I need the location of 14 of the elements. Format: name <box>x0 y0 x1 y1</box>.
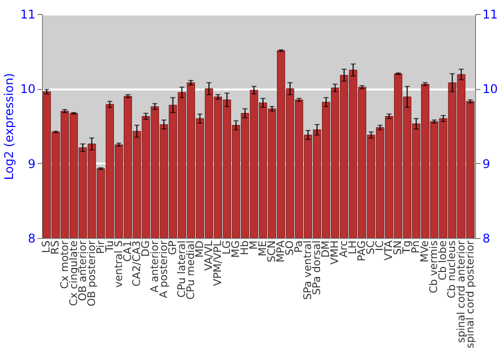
y-tick-label: 10 <box>20 82 36 96</box>
x-tick-label: Tg <box>401 240 414 255</box>
y-axis-title: Log2 (expression) <box>2 73 16 180</box>
y-tick-label: 8 <box>28 232 36 246</box>
y-tick-label: 11 <box>20 8 36 22</box>
x-tick-label: RS <box>50 240 62 254</box>
y2-tick-label: 9 <box>482 156 490 171</box>
y-tick-label: 9 <box>28 156 36 171</box>
y2-tick-label: 11 <box>482 8 498 22</box>
x-tick-label: OB posterior <box>86 240 98 306</box>
x-tick-label: DG <box>140 240 152 257</box>
x-tick-label: spinal cord posterior <box>464 240 476 348</box>
y2-tick-label: 8 <box>482 232 490 246</box>
y2-tick-label: 10 <box>482 82 498 96</box>
